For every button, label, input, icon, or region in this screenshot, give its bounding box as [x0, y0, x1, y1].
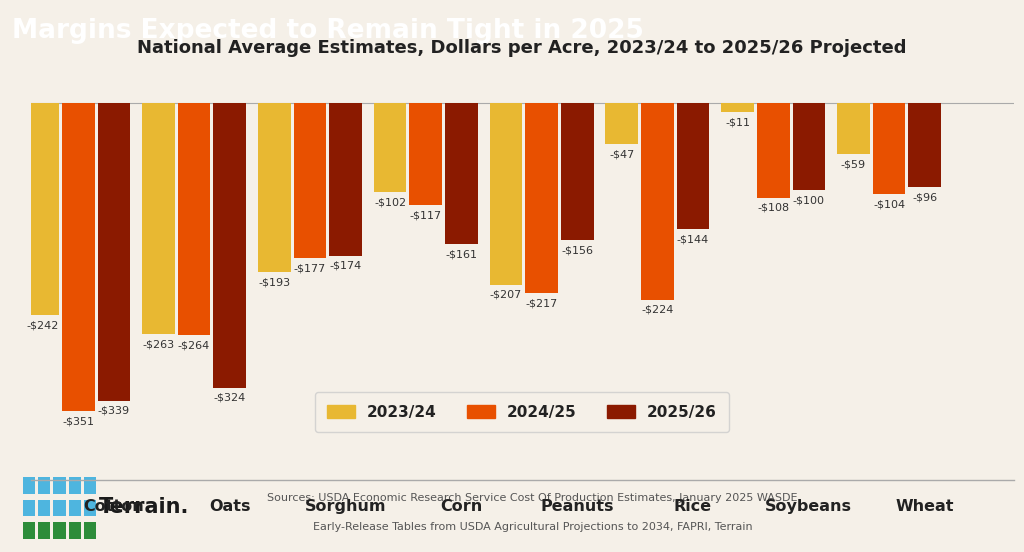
Bar	[641, 103, 674, 300]
Text: -$351: -$351	[62, 417, 94, 427]
Bar	[69, 477, 81, 494]
Bar	[213, 103, 246, 388]
Bar	[793, 103, 825, 190]
Text: -$104: -$104	[873, 199, 905, 209]
Bar	[142, 103, 175, 334]
Bar	[329, 103, 361, 256]
Bar	[69, 522, 81, 539]
Bar	[908, 103, 941, 187]
Text: -$100: -$100	[793, 196, 825, 206]
Bar	[721, 103, 754, 112]
Text: -$242: -$242	[27, 321, 58, 331]
Text: Margins Expected to Remain Tight in 2025: Margins Expected to Remain Tight in 2025	[12, 18, 644, 44]
Bar	[97, 103, 130, 401]
Bar	[445, 103, 477, 244]
Text: -$47: -$47	[609, 149, 634, 159]
Bar	[872, 103, 905, 194]
Text: Terrain.: Terrain.	[99, 497, 189, 517]
Title: National Average Estimates, Dollars per Acre, 2023/24 to 2025/26 Projected: National Average Estimates, Dollars per …	[137, 39, 907, 57]
Bar	[178, 103, 210, 335]
Bar	[561, 103, 594, 240]
Text: -$96: -$96	[912, 192, 937, 202]
Bar	[38, 500, 50, 516]
Bar	[258, 103, 291, 272]
Text: -$59: -$59	[841, 160, 866, 169]
Text: -$161: -$161	[445, 250, 477, 259]
Text: -$156: -$156	[561, 245, 593, 255]
Bar	[757, 103, 790, 198]
Text: -$11: -$11	[725, 118, 750, 128]
Legend: 2023/24, 2024/25, 2025/26: 2023/24, 2024/25, 2025/26	[315, 392, 729, 432]
Bar	[53, 500, 66, 516]
Bar	[837, 103, 869, 155]
Bar	[53, 477, 66, 494]
Text: -$193: -$193	[258, 278, 291, 288]
Text: -$224: -$224	[641, 305, 674, 315]
Bar	[27, 103, 59, 315]
Bar	[38, 477, 50, 494]
Text: -$177: -$177	[294, 263, 326, 273]
Bar	[489, 103, 522, 285]
Bar	[61, 103, 94, 411]
Text: Sources: USDA Economic Research Service Cost Of Production Estimates, January 20: Sources: USDA Economic Research Service …	[267, 493, 798, 503]
Bar	[294, 103, 327, 258]
Bar	[23, 522, 35, 539]
Text: -$339: -$339	[98, 406, 130, 416]
Text: -$324: -$324	[214, 393, 246, 403]
Bar	[525, 103, 558, 294]
Bar	[84, 500, 96, 516]
Bar	[23, 477, 35, 494]
Bar	[84, 522, 96, 539]
Text: -$144: -$144	[677, 235, 710, 245]
Text: -$117: -$117	[410, 211, 441, 221]
Bar	[53, 522, 66, 539]
Bar	[605, 103, 638, 144]
Text: Early-Release Tables from USDA Agricultural Projections to 2034, FAPRI, Terrain: Early-Release Tables from USDA Agricultu…	[312, 522, 753, 532]
Bar	[374, 103, 407, 192]
Bar	[23, 500, 35, 516]
Text: -$102: -$102	[374, 198, 407, 208]
Bar	[677, 103, 710, 229]
Bar	[84, 477, 96, 494]
Text: -$263: -$263	[142, 339, 174, 349]
Text: -$174: -$174	[330, 261, 361, 271]
Bar	[38, 522, 50, 539]
Text: -$207: -$207	[489, 290, 522, 300]
Text: -$264: -$264	[178, 340, 210, 350]
Bar	[69, 500, 81, 516]
Bar	[410, 103, 442, 205]
Text: -$217: -$217	[525, 299, 558, 309]
Text: -$108: -$108	[757, 203, 790, 213]
